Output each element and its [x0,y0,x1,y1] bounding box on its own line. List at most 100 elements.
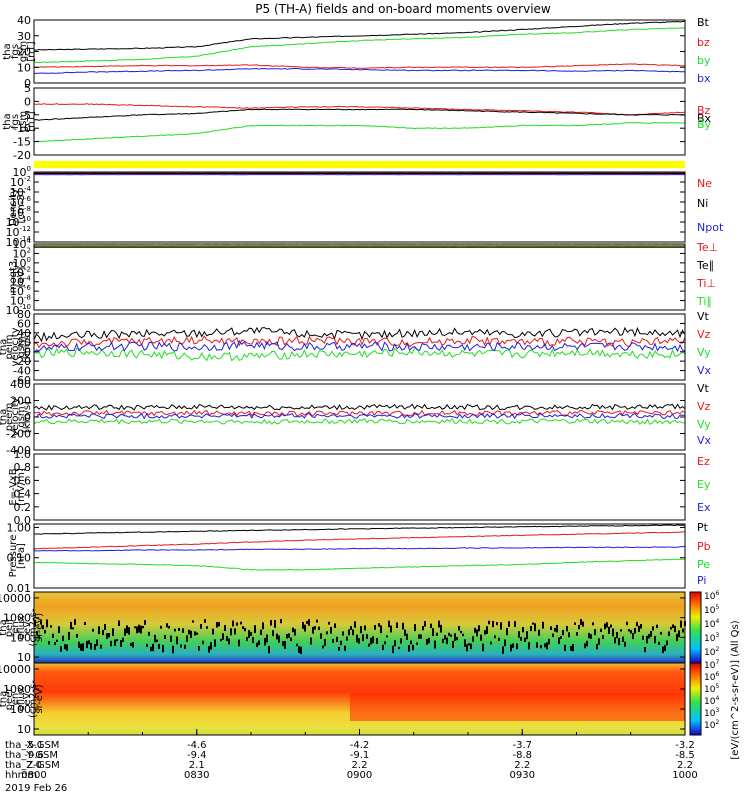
noise-speck [432,628,434,637]
noise-speck [234,628,236,635]
noise-speck [472,636,474,642]
noise-speck [674,625,676,633]
noise-speck [218,622,220,627]
noise-speck [650,631,652,637]
panel-frame-bg [34,454,685,520]
noise-speck [618,638,620,646]
noise-speck [630,630,632,634]
colorbar-electron [689,662,702,736]
noise-speck [276,633,278,640]
y-tick-label: -15 [13,136,31,149]
noise-speck [644,646,646,653]
noise-speck [248,630,250,638]
noise-speck [332,638,334,643]
noise-speck [398,646,400,650]
noise-speck [502,646,504,654]
noise-speck [254,625,256,634]
noise-speck [628,629,630,632]
y-axis-label: [nPa] [16,543,27,569]
legend-ex: Ex [697,501,711,514]
noise-speck [362,634,364,642]
noise-speck [568,632,570,638]
noise-speck [100,644,102,649]
noise-speck [506,628,508,636]
noise-speck [656,624,658,629]
y-axis-label: eflux [16,687,27,712]
colorbar-tick-label: 103 [704,707,719,719]
legend-ni: Ni [697,197,708,210]
noise-speck [592,622,594,626]
figure-title: P5 (TH-A) fields and on-board moments ov… [255,2,551,16]
noise-speck [424,621,426,627]
noise-speck [58,626,60,634]
noise-speck [420,634,422,639]
noise-speck [498,637,500,642]
noise-speck [660,631,662,635]
legend-bt: Bt [697,16,710,29]
legend-ez: Ez [697,455,710,468]
noise-speck [394,640,396,647]
y-axis-label: tha [0,339,9,355]
y-tick-label: 5 [24,82,31,95]
noise-speck [40,621,42,625]
series-vz-line [33,409,686,417]
noise-speck [530,625,532,632]
noise-speck [514,621,516,627]
noise-speck [72,627,74,630]
noise-speck [544,643,546,648]
y-tick-label: 102 [13,246,31,260]
x-axis: tha_X-GSM-5.1 -4.6 -4.2 -3.7 -3.2tha_Y-GSM-9… [5,729,698,794]
colorbar-label: [eV/(cm^2-s-sr-eV)] (All Qs) [730,620,741,759]
noise-speck [484,630,486,635]
noise-speck [446,637,448,645]
legend-by: by [697,54,711,67]
noise-speck [86,640,88,649]
y-tick-label: 10 [17,651,31,664]
noise-speck [304,624,306,632]
noise-speck [152,643,154,652]
noise-speck [430,623,432,629]
noise-speck [522,627,524,633]
noise-speck [574,622,576,625]
noise-speck [460,630,462,634]
legend-vx: Vx [697,434,712,447]
colorbar-tick-label: 102 [704,719,719,731]
noise-speck [140,625,142,634]
y-tick-label: 0.0 [14,514,32,527]
noise-speck [558,637,560,645]
noise-speck [278,635,280,643]
y-axis-label: tha [0,409,9,425]
noise-speck [616,631,618,639]
noise-speck [492,620,494,628]
noise-speck [206,626,208,629]
y-tick-label: 400 [10,378,31,391]
noise-speck [508,621,510,627]
series-pt-line [33,524,686,535]
x-tick-label: -9.1 [350,750,370,761]
y-tick-label: 0.2 [14,501,32,514]
noise-speck [620,629,622,632]
noise-speck [626,621,628,626]
noise-speck [324,639,326,646]
noise-speck [538,629,540,636]
noise-speck [156,639,158,643]
noise-speck [672,624,674,628]
noise-speck [174,628,176,632]
x-row-label: tha_X-GSM [5,740,59,751]
noise-speck [210,642,212,650]
noise-speck [316,619,318,623]
x-tick-label: -8.5 [675,750,695,761]
panel-frame [33,313,686,381]
noise-speck [98,626,100,635]
y-axis-label: peim [4,334,15,359]
noise-speck [308,619,310,626]
noise-speck [162,645,164,653]
noise-speck [262,622,264,630]
legend-te∥: Te∥ [696,259,714,272]
panel-frame-bg [34,172,685,242]
y-axis-label: fgs [10,44,21,59]
noise-speck [68,631,70,640]
y-axis-label: velocity [10,327,21,366]
